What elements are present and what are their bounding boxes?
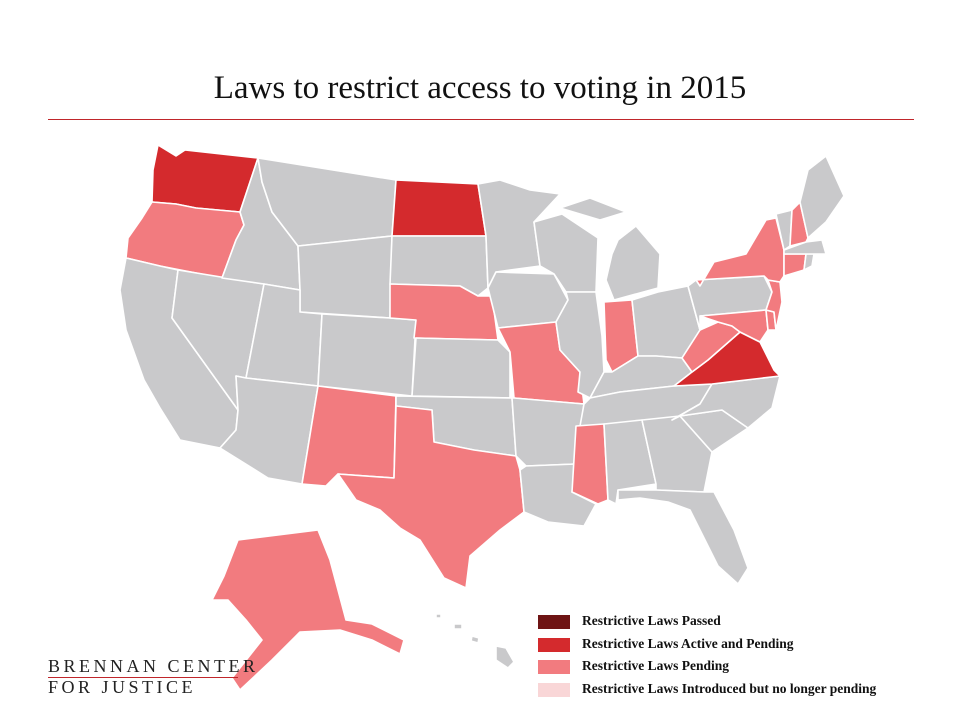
legend-swatch-no-longer-pending — [538, 682, 570, 697]
state-massachusetts[interactable] — [783, 239, 827, 255]
state-alaska[interactable] — [211, 529, 405, 691]
state-new-jersey[interactable] — [765, 279, 783, 331]
state-new-hampshire[interactable] — [789, 201, 809, 247]
legend-swatch-passed — [538, 615, 570, 629]
logo-line-2: FOR JUSTICE — [48, 677, 197, 697]
state-mississippi[interactable] — [571, 423, 609, 505]
legend-label: Restrictive Laws Passed — [582, 613, 721, 628]
state-illinois[interactable] — [555, 291, 605, 399]
brennan-center-logo: BRENNAN CENTER FOR JUSTICE — [48, 656, 259, 698]
state-connecticut[interactable] — [783, 253, 807, 277]
state-north-dakota[interactable] — [391, 179, 487, 237]
state-arkansas[interactable] — [511, 397, 585, 467]
legend-label: Restrictive Laws Active and Pending — [582, 635, 794, 651]
state-iowa[interactable] — [487, 271, 569, 329]
legend-label: Restrictive Laws Introduced but no longe… — [582, 680, 877, 696]
state-texas[interactable] — [337, 405, 525, 589]
state-michigan[interactable] — [559, 197, 661, 301]
state-wyoming[interactable] — [297, 235, 393, 319]
legend-swatch-active-and-pending — [538, 637, 570, 652]
state-washington[interactable] — [151, 144, 259, 213]
legend-swatch-pending — [538, 660, 570, 674]
legend-label: Restrictive Laws Pending — [582, 658, 729, 673]
logo-line-1: BRENNAN CENTER — [48, 656, 259, 676]
state-rhode-island[interactable] — [803, 253, 815, 271]
state-florida[interactable] — [617, 489, 749, 585]
map-title: Laws to restrict access to voting in 201… — [213, 70, 747, 106]
state-maryland[interactable] — [699, 309, 769, 343]
state-north-carolina[interactable] — [671, 375, 781, 429]
state-hawaii[interactable] — [435, 613, 515, 669]
state-maine[interactable] — [799, 155, 845, 239]
state-new-mexico[interactable] — [301, 385, 397, 487]
logo-divider — [48, 677, 238, 678]
state-new-york[interactable] — [695, 217, 785, 287]
title-divider — [48, 119, 914, 120]
state-colorado[interactable] — [317, 313, 417, 397]
state-kansas[interactable] — [411, 337, 511, 399]
